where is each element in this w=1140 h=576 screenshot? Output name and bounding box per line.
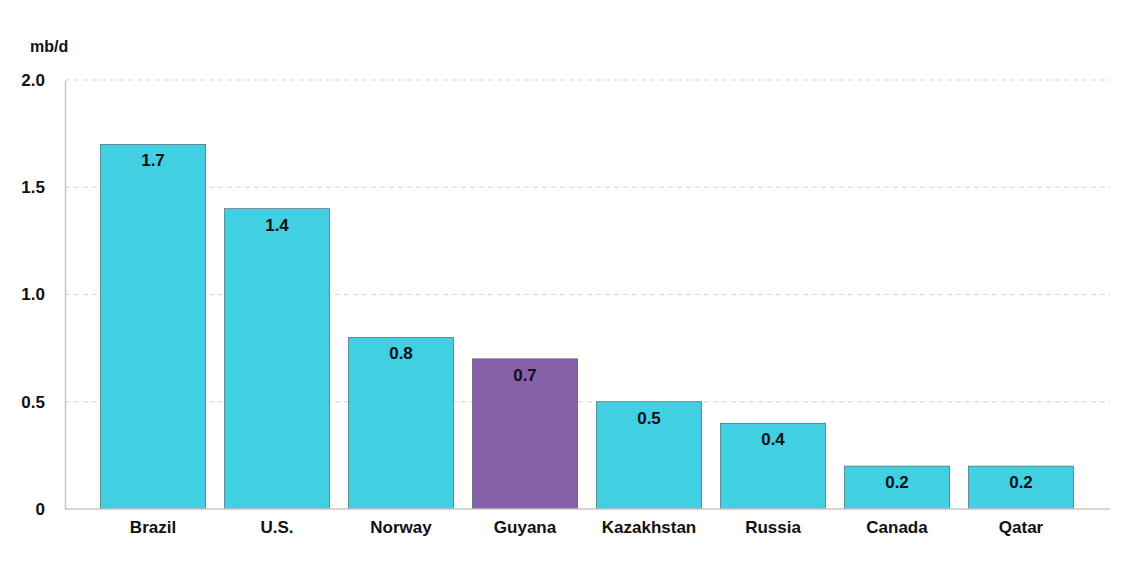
bar <box>100 144 205 509</box>
data-labels: 1.7 1.4 0.8 0.7 0.5 0.4 0.2 0.2 <box>141 151 1033 492</box>
bar <box>968 466 1073 509</box>
data-label: 0.7 <box>513 366 537 385</box>
y-tick-label: 2.0 <box>21 71 45 90</box>
y-axis-title: mb/d <box>30 38 68 55</box>
x-tick: Canada <box>866 509 928 537</box>
data-label: 0.2 <box>885 473 909 492</box>
x-tick: Qatar <box>999 509 1044 537</box>
y-tick-label: 1.0 <box>21 285 45 304</box>
grid-line <box>65 80 1110 81</box>
grid <box>65 80 1110 402</box>
x-tick: Guyana <box>494 509 557 537</box>
x-axis: Brazil U.S. Norway Guyana Kazakhstan Russia Ca… <box>65 509 1110 537</box>
bars <box>100 144 1073 509</box>
x-axis-line <box>65 508 1110 510</box>
x-tick: Norway <box>370 509 432 537</box>
y-tick-label: 0.5 <box>21 393 45 412</box>
chart: 1.7 1.4 0.8 0.7 0.5 0.4 0.2 0.2 0 0.5 1.0 1.5 2.0 Bra… <box>0 0 1140 576</box>
x-tick-label: U.S. <box>260 518 293 537</box>
y-axis: 0 0.5 1.0 1.5 2.0 <box>21 71 65 519</box>
bar <box>596 402 701 509</box>
x-tick: Brazil <box>130 509 176 537</box>
y-tick: 2.0 <box>21 71 65 90</box>
data-label: 0.2 <box>1009 473 1033 492</box>
x-tick-label: Norway <box>370 518 432 537</box>
x-tick: Kazakhstan <box>602 509 696 537</box>
bar <box>348 337 453 509</box>
bar <box>224 209 329 509</box>
grid-line <box>65 401 1110 402</box>
y-axis-line <box>65 81 67 510</box>
grid-line <box>65 294 1110 295</box>
x-tick: U.S. <box>260 509 293 537</box>
x-tick-label: Canada <box>866 518 928 537</box>
data-label: 0.4 <box>761 430 785 449</box>
y-tick-label: 1.5 <box>21 178 45 197</box>
x-tick-label: Qatar <box>999 518 1044 537</box>
x-tick-label: Brazil <box>130 518 176 537</box>
y-tick: 0.5 <box>21 393 65 412</box>
y-tick: 1.5 <box>21 178 65 197</box>
grid-line <box>65 187 1110 188</box>
data-label: 0.5 <box>637 409 661 428</box>
data-label: 1.7 <box>141 151 165 170</box>
data-label: 1.4 <box>265 216 289 235</box>
y-tick-label: 0 <box>36 500 45 519</box>
x-tick-label: Guyana <box>494 518 557 537</box>
data-label: 0.8 <box>389 344 413 363</box>
x-tick-label: Kazakhstan <box>602 518 696 537</box>
bar <box>844 466 949 509</box>
y-tick: 1.0 <box>21 285 65 304</box>
y-tick: 0 <box>36 500 65 519</box>
bar <box>472 359 577 509</box>
x-tick-label: Russia <box>745 518 801 537</box>
bar <box>720 423 825 509</box>
x-tick: Russia <box>745 509 801 537</box>
